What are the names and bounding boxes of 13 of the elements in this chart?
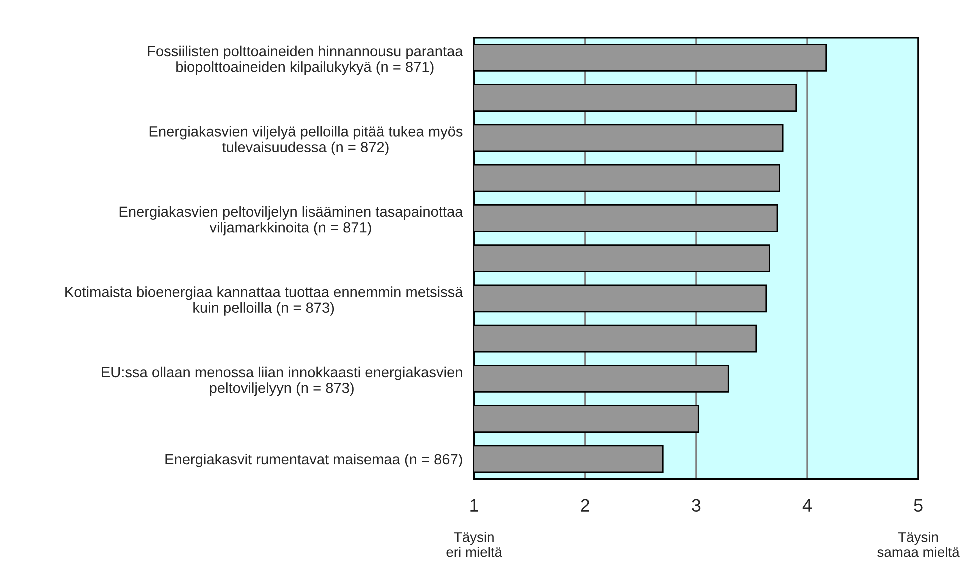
text: Täysin eri mieltä [446,532,503,558]
x-tick-label: 1 [470,499,478,512]
y-tick-label: Energiakasvit rumentavat maisemaa (n = 867) [166,454,462,468]
y-tick-label: EU:ssa ollaan menossa liian innokkaasti energiakasvien peltoviljelyyn (n = 873) [102,366,462,396]
y-tick-label: Energiakasvien viljelyä pelloilla pitää tukea myös tulevaisuudessa (n = 872) [150,126,463,156]
x-tick-label: 4 [802,499,812,512]
x-tick-label: 3 [692,499,701,512]
x-tick-label: 5 [914,499,923,512]
y-tick-label: Kotimaista bioenergiaa kannattaa tuottaa ennemmin metsissä kuin pelloilla (n = 873) [66,286,464,316]
text: Täysin samaa mieltä [878,532,960,558]
y-tick-label: Fossiilisten polttoaineiden hinnannousu parantaa biopolttoaineiden kilpailukykyä (n = 871) [148,46,464,76]
x-tick-label: 2 [581,499,590,512]
y-tick-label: Energiakasvien peltoviljelyn lisääminen tasapainottaa viljamarkkinoita (n = 871) [120,206,464,236]
